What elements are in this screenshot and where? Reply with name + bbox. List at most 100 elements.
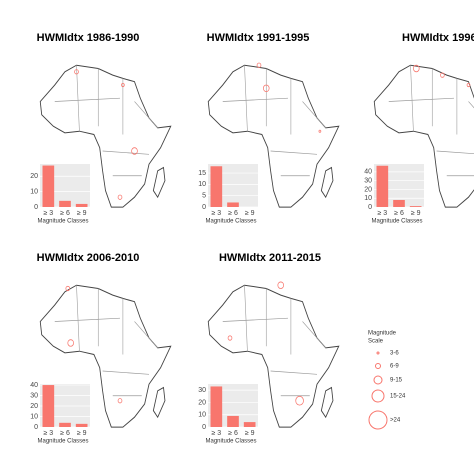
panel-title: HWMIdtx 2011-2015 <box>219 252 321 264</box>
africa-map <box>373 64 474 208</box>
x-tick-label: ≥ 9 <box>411 210 421 217</box>
y-tick-label: 20 <box>364 186 372 193</box>
event-circle <box>74 69 79 75</box>
x-tick-label: ≥ 9 <box>77 210 87 217</box>
x-axis-title: Magnitude Classes <box>371 219 422 225</box>
event-circle <box>67 339 74 347</box>
legend-label: 15-24 <box>390 394 406 400</box>
legend-symbol <box>368 410 388 430</box>
x-tick-label: ≥ 3 <box>211 430 221 437</box>
event-circle <box>256 62 262 68</box>
country-borders <box>54 65 158 177</box>
y-tick-label: 30 <box>364 178 372 185</box>
y-tick-label: 5 <box>202 193 206 200</box>
map-panel: HWMIdtx 2006-2010 0 10 20 30 40 ≥ 3 ≥ 6 ≥ 9 Magni… <box>28 252 172 453</box>
event-circle <box>121 82 125 88</box>
legend-label: 6-9 <box>390 364 399 370</box>
bar <box>227 415 239 427</box>
panel-title: HWMIdtx 2006-2010 <box>37 252 140 264</box>
bar <box>75 423 88 427</box>
map-panel: HWMIdtx 2011-2015 0 10 20 30 ≥ 3 ≥ 6 ≥ 9 Magnitu… <box>196 252 340 453</box>
legend: Magnitude Scale 3-6 6-9 9-15 15-24 >24 <box>368 331 406 430</box>
x-tick-label: ≥ 6 <box>60 210 70 217</box>
event-circle <box>117 398 123 404</box>
x-tick-label: ≥ 3 <box>211 210 221 217</box>
bar <box>376 165 389 207</box>
legend-symbol <box>371 389 385 403</box>
x-tick-label: ≥ 6 <box>60 430 70 437</box>
y-tick-label: 0 <box>34 424 38 431</box>
bar <box>409 206 422 207</box>
bar <box>75 203 88 207</box>
map-panel: HWMIdtx 1986-1990 0 10 20 ≥ 3 ≥ 6 ≥ 9 Magnitude… <box>28 32 172 233</box>
africa-map <box>39 64 172 208</box>
legend-symbol <box>373 375 383 385</box>
bar <box>59 200 71 207</box>
y-tick-label: 10 <box>30 188 38 195</box>
y-tick-label: 0 <box>202 424 206 431</box>
x-tick-label: ≥ 6 <box>394 210 404 217</box>
y-tick-label: 20 <box>198 399 206 406</box>
x-axis-title: Magnitude Classes <box>205 219 256 225</box>
country-borders <box>388 65 474 177</box>
y-tick-label: 20 <box>30 403 38 410</box>
legend-symbol <box>376 351 380 355</box>
map-panel: HWMIdtx 1991-1995 0 5 10 15 ≥ 3 ≥ 6 ≥ 9 Magnitud… <box>196 32 340 233</box>
x-tick-label: ≥ 9 <box>245 430 255 437</box>
x-axis-title: Magnitude Classes <box>205 439 256 445</box>
y-tick-label: 40 <box>30 382 38 389</box>
event-circle <box>227 335 233 341</box>
x-tick-label: ≥ 3 <box>377 210 387 217</box>
x-tick-label: ≥ 9 <box>77 430 87 437</box>
event-circle <box>65 285 71 292</box>
event-circle <box>131 147 138 155</box>
bar <box>42 385 55 427</box>
legend-label: 3-6 <box>390 351 399 357</box>
legend-symbol <box>375 363 381 369</box>
y-tick-label: 10 <box>30 413 38 420</box>
bar <box>243 422 256 427</box>
legend-label: >24 <box>390 418 401 424</box>
country-borders <box>222 285 326 397</box>
y-tick-label: 10 <box>198 181 206 188</box>
y-tick-label: 0 <box>202 204 206 211</box>
y-tick-label: 20 <box>30 173 38 180</box>
y-tick-label: 15 <box>198 170 206 177</box>
panel-title: HWMIdtx 1996-2000 <box>402 32 474 44</box>
legend-label: 9-15 <box>390 378 403 384</box>
x-tick-label: ≥ 3 <box>43 430 53 437</box>
country-borders <box>222 65 326 177</box>
x-tick-label: ≥ 9 <box>245 210 255 217</box>
legend-title: Scale <box>368 339 384 345</box>
event-circle <box>413 64 420 73</box>
event-circle <box>440 72 445 78</box>
event-circle <box>117 194 123 200</box>
y-tick-label: 30 <box>30 392 38 399</box>
africa-map <box>207 62 340 208</box>
bar <box>210 386 223 427</box>
panel-title: HWMIdtx 1986-1990 <box>37 32 140 44</box>
country-borders <box>54 285 158 397</box>
y-tick-label: 10 <box>364 195 372 202</box>
event-circle <box>295 395 304 406</box>
event-circle <box>466 82 471 88</box>
bar <box>59 422 71 427</box>
bar <box>42 165 55 207</box>
bar <box>227 202 239 207</box>
bar <box>393 199 405 207</box>
africa-map <box>39 284 172 428</box>
y-tick-label: 0 <box>368 204 372 211</box>
y-tick-label: 40 <box>364 169 372 176</box>
legend-title: Magnitude <box>368 331 397 337</box>
panel-title: HWMIdtx 1991-1995 <box>207 32 310 44</box>
x-axis-title: Magnitude Classes <box>37 439 88 445</box>
event-circle <box>318 129 322 133</box>
bar <box>210 166 223 207</box>
x-axis-title: Magnitude Classes <box>37 219 88 225</box>
x-tick-label: ≥ 6 <box>228 210 238 217</box>
y-tick-label: 30 <box>198 387 206 394</box>
y-tick-label: 10 <box>198 412 206 419</box>
y-tick-label: 0 <box>34 204 38 211</box>
